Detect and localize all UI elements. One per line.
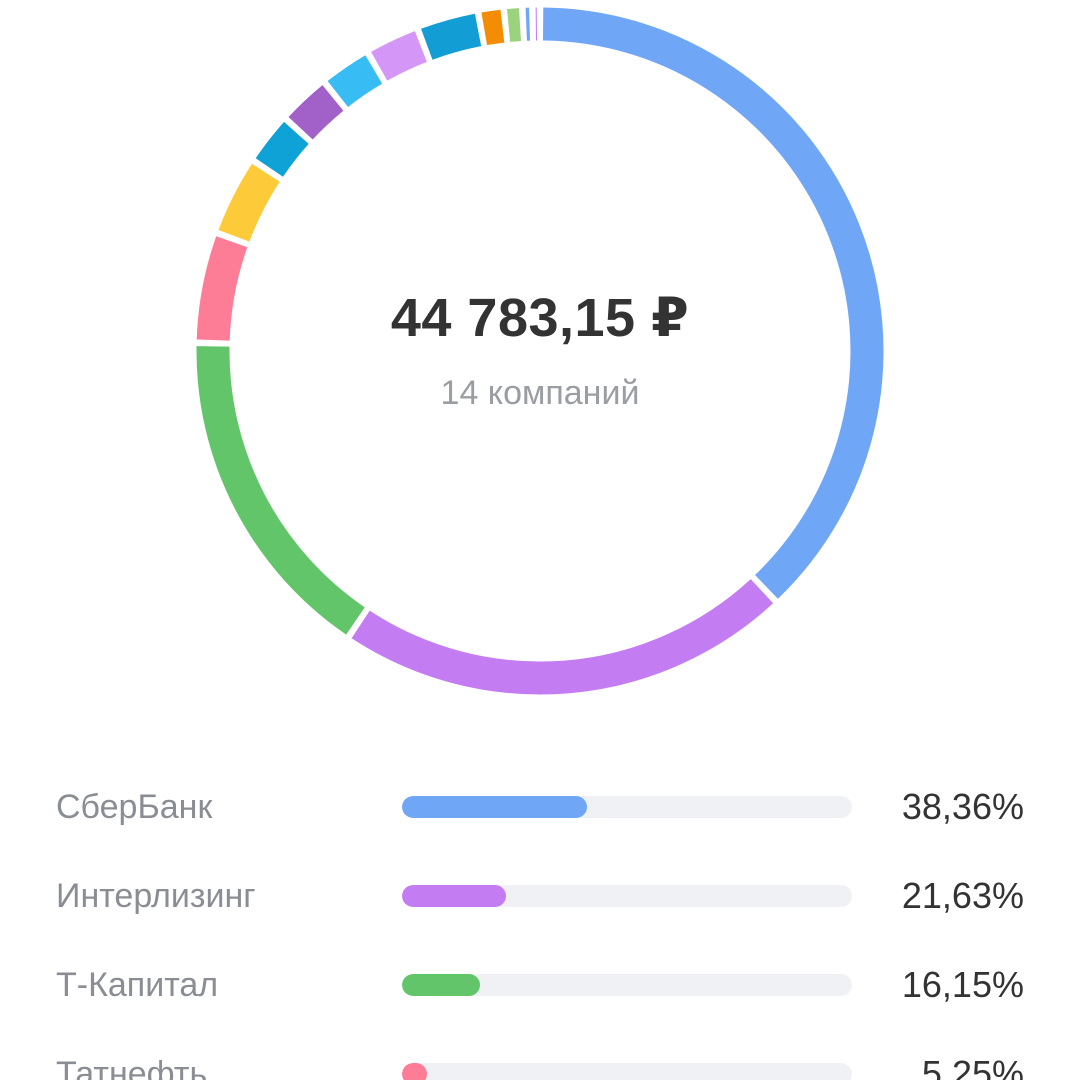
donut-slice-1[interactable] (542, 7, 884, 599)
donut-slice-3[interactable] (196, 346, 365, 635)
donut-slice-8[interactable] (327, 55, 383, 108)
donut-slice-10[interactable] (421, 13, 482, 60)
holding-share-bar (402, 796, 587, 818)
holding-name: Т-Капитал (56, 966, 219, 1004)
holding-share-track (402, 796, 852, 818)
donut-slice-5[interactable] (218, 163, 280, 242)
holding-share-bar (402, 974, 480, 996)
donut-slice-6[interactable] (255, 121, 309, 177)
donut-slice-12[interactable] (507, 8, 522, 42)
allocation-donut-chart (196, 7, 884, 695)
donut-slice-4[interactable] (196, 236, 248, 341)
holding-row-sberbank[interactable]: СберБанк 38,36% (0, 777, 1080, 837)
donut-slice-11[interactable] (481, 9, 505, 46)
donut-slice-7[interactable] (288, 85, 344, 140)
holding-share-track (402, 885, 852, 907)
holding-name: СберБанк (56, 788, 213, 826)
holding-name: Интерлизинг (56, 877, 256, 915)
holding-row-interleasing[interactable]: Интерлизинг 21,63% (0, 866, 1080, 926)
donut-slice-9[interactable] (371, 31, 428, 81)
holding-percent: 21,63% (901, 875, 1024, 916)
holding-name: Татнефть (56, 1055, 208, 1080)
holding-percent: 16,15% (901, 964, 1024, 1005)
holding-share-track (402, 1063, 852, 1080)
portfolio-total-value: 44 783,15 ₽ (390, 288, 690, 348)
companies-count: 14 компаний (440, 374, 640, 412)
holding-share-track (402, 974, 852, 996)
holding-share-bar (402, 1063, 428, 1080)
donut-slice-2[interactable] (351, 579, 774, 695)
holding-share-bar (402, 885, 507, 907)
holding-row-t-capital[interactable]: Т-Капитал 16,15% (0, 955, 1080, 1015)
holding-row-tatneft[interactable]: Татнефть 5,25% (0, 1044, 1080, 1080)
holding-percent: 5,25% (921, 1053, 1024, 1080)
holding-percent: 38,36% (901, 786, 1024, 827)
